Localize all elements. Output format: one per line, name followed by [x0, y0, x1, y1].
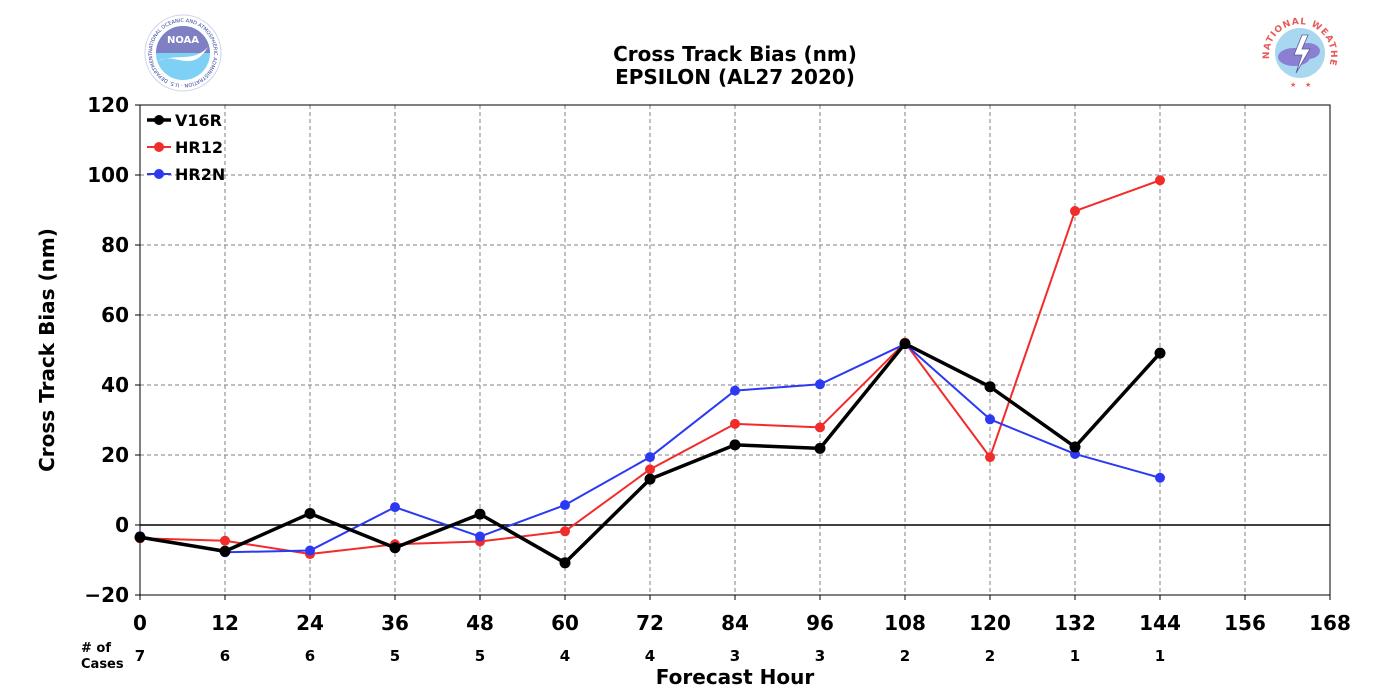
axes: [135, 104, 1331, 600]
case-count: 3: [730, 647, 740, 665]
y-tick-label: 0: [115, 513, 129, 537]
x-tick-label: 12: [211, 611, 239, 635]
legend-marker-hr2n: [154, 169, 164, 179]
case-count: 2: [985, 647, 995, 665]
case-count: 4: [645, 647, 655, 665]
x-tick-label: 0: [133, 611, 147, 635]
case-counts: 7 6 6 5 5 4 4 3 3 2 2 1 1: [135, 647, 1165, 665]
chart-title: Cross Track Bias (nm): [613, 42, 857, 66]
legend: V16R HR12 HR2N: [147, 111, 225, 184]
x-axis-label: Forecast Hour: [656, 665, 815, 689]
x-tick-label: 120: [969, 611, 1011, 635]
data-point-hr12: [645, 464, 655, 475]
data-point-v16r: [644, 473, 656, 485]
y-tick-label: 120: [87, 93, 129, 117]
chart-subtitle: EPSILON (AL27 2020): [615, 65, 855, 89]
data-point-v16r: [304, 507, 316, 519]
nws-logo: NATIONAL WEATHER SERVICE ★ ★: [1262, 15, 1338, 91]
y-tick-label: 20: [101, 443, 129, 467]
data-point-hr2n: [560, 500, 570, 511]
data-point-hr12: [560, 526, 570, 537]
x-tick-label: 144: [1139, 611, 1181, 635]
case-count: 2: [900, 647, 910, 665]
case-count: 7: [135, 647, 145, 665]
cases-header-line1: # of: [81, 641, 111, 656]
data-point-v16r: [134, 531, 146, 543]
data-point-v16r: [474, 508, 486, 520]
data-point-v16r: [559, 557, 571, 569]
data-point-hr2n: [305, 545, 315, 556]
data-point-hr2n: [390, 502, 400, 513]
x-tick-label: 156: [1224, 611, 1266, 635]
series: [134, 175, 1166, 569]
data-point-v16r: [899, 338, 911, 350]
x-tick-label: 168: [1309, 611, 1351, 635]
y-tick-label: 100: [87, 163, 129, 187]
case-count: 5: [390, 647, 400, 665]
case-count: 6: [220, 647, 230, 665]
data-point-hr12: [1155, 175, 1165, 186]
svg-text:★: ★: [1290, 81, 1296, 89]
grid: [140, 105, 1330, 595]
data-point-hr12: [730, 418, 740, 429]
case-count: 1: [1155, 647, 1165, 665]
data-point-hr12: [1070, 206, 1080, 217]
x-tick-label: 96: [806, 611, 834, 635]
noaa-logo: NATIONAL OCEANIC AND ATMOSPHERIC ADMINIS…: [144, 14, 222, 92]
data-point-hr12: [985, 452, 995, 463]
case-count: 5: [475, 647, 485, 665]
data-point-v16r: [1154, 347, 1166, 359]
x-tick-label: 48: [466, 611, 494, 635]
case-count: 3: [815, 647, 825, 665]
data-point-hr2n: [475, 531, 485, 542]
y-axis-label: Cross Track Bias (nm): [35, 228, 59, 472]
data-point-hr2n: [730, 385, 740, 396]
legend-label-hr2n: HR2N: [175, 165, 225, 184]
case-count: 6: [305, 647, 315, 665]
data-point-hr2n: [1155, 472, 1165, 483]
x-tick-label: 60: [551, 611, 579, 635]
legend-marker-hr12: [154, 142, 164, 152]
case-count: 4: [560, 647, 570, 665]
legend-label-hr12: HR12: [175, 138, 223, 157]
x-tick-label: 36: [381, 611, 409, 635]
y-tick-label: −20: [84, 583, 129, 607]
x-tick-label: 72: [636, 611, 664, 635]
y-tick-label: 80: [101, 233, 129, 257]
data-point-hr12: [815, 422, 825, 433]
svg-text:★: ★: [1305, 81, 1311, 89]
data-point-hr2n: [645, 452, 655, 463]
data-point-v16r: [1069, 441, 1081, 453]
data-point-v16r: [219, 545, 231, 557]
y-tick-label: 40: [101, 373, 129, 397]
y-tick-label: 60: [101, 303, 129, 327]
data-point-v16r: [814, 442, 826, 454]
data-point-hr2n: [985, 414, 995, 425]
data-point-v16r: [729, 439, 741, 451]
data-point-hr2n: [815, 379, 825, 390]
data-point-v16r: [984, 381, 996, 393]
legend-label-v16r: V16R: [175, 111, 222, 130]
case-count: 1: [1070, 647, 1080, 665]
tick-labels: 0 12 24 36 48 60 72 84 96 108 120 132 144 156 168−2002…: [84, 93, 1350, 635]
x-tick-label: 132: [1054, 611, 1096, 635]
data-point-v16r: [389, 542, 401, 554]
cases-header-line2: Cases: [81, 657, 124, 672]
legend-marker-v16r: [154, 115, 164, 125]
x-tick-label: 84: [721, 611, 749, 635]
noaa-logo-text: NOAA: [167, 35, 199, 46]
data-point-hr12: [220, 535, 230, 546]
x-tick-label: 108: [884, 611, 926, 635]
x-tick-label: 24: [296, 611, 324, 635]
